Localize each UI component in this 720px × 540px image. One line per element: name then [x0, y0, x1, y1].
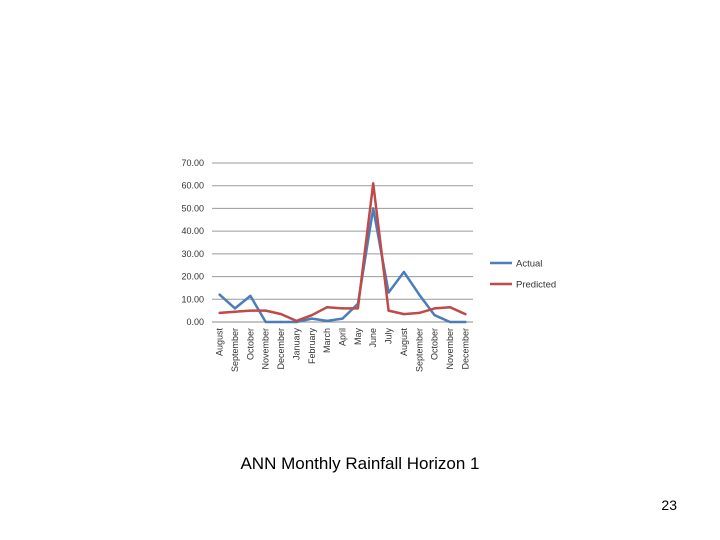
y-tick-label: 50.00 [181, 203, 204, 213]
chart-caption: ANN Monthly Rainfall Horizon 1 [240, 454, 480, 473]
y-tick-label: 20.00 [181, 272, 204, 282]
data-point-predicted [387, 309, 390, 312]
x-tick-label: March [322, 328, 332, 353]
data-point-actual [310, 317, 313, 320]
y-tick-label: 30.00 [181, 249, 204, 259]
data-point-predicted [249, 309, 252, 312]
y-tick-label: 60.00 [181, 181, 204, 191]
data-point-actual [341, 317, 344, 320]
rainfall-line-chart: 0.00 10.00 20.00 30.00 40.00 50.00 60.00 70.00 A… [181, 158, 556, 372]
data-point-predicted [325, 306, 329, 309]
data-point-actual [249, 294, 252, 298]
data-point-predicted [264, 309, 267, 312]
y-tick-label: 70.00 [181, 158, 204, 168]
data-point-predicted [218, 311, 221, 315]
data-point-actual [464, 320, 467, 324]
data-point-predicted [233, 310, 237, 313]
data-point-predicted [464, 312, 467, 316]
x-tick-label: October [430, 328, 440, 360]
data-point-predicted [402, 312, 406, 316]
data-point-predicted [372, 182, 375, 185]
legend-label-actual: Actual [516, 259, 542, 270]
x-tick-label: December [460, 328, 470, 370]
data-point-predicted [448, 306, 452, 309]
data-point-actual [218, 293, 221, 296]
x-tick-label: November [261, 328, 271, 370]
x-tick-label: December [276, 328, 286, 370]
x-tick-label: August [399, 328, 409, 357]
data-point-actual [402, 270, 406, 274]
page-number: 23 [661, 497, 677, 513]
x-tick-label: April [338, 328, 348, 346]
data-point-actual [233, 307, 237, 310]
data-point-actual [418, 293, 421, 296]
data-point-predicted [433, 307, 436, 310]
x-tick-label: July [384, 328, 394, 345]
x-tick-label: February [307, 328, 317, 365]
y-tick-label: 40.00 [181, 226, 204, 236]
data-point-predicted [295, 319, 298, 323]
series-line-predicted [218, 182, 467, 323]
data-point-predicted [279, 312, 283, 316]
x-tick-label: September [414, 328, 424, 372]
data-point-predicted [310, 313, 313, 317]
data-point-actual [325, 319, 329, 323]
legend-label-predicted: Predicted [516, 280, 556, 291]
x-tick-label: January [291, 328, 301, 361]
data-point-predicted [341, 307, 344, 310]
data-point-actual [387, 291, 390, 294]
data-point-actual [264, 320, 267, 324]
x-tick-label: November [445, 328, 455, 370]
data-point-actual [433, 313, 436, 317]
x-tick-label: August [215, 328, 225, 357]
data-point-actual [279, 320, 283, 324]
data-point-actual [448, 320, 452, 324]
x-tick-label: October [245, 328, 255, 360]
series-line-actual [218, 207, 467, 324]
data-point-actual [372, 207, 375, 210]
y-tick-label: 10.00 [181, 294, 204, 304]
data-point-predicted [418, 311, 421, 315]
x-tick-label: June [368, 328, 378, 348]
x-tick-label: September [230, 328, 240, 372]
x-tick-label: May [353, 328, 363, 346]
y-tick-label: 0.00 [186, 317, 204, 327]
data-point-predicted [356, 307, 360, 310]
